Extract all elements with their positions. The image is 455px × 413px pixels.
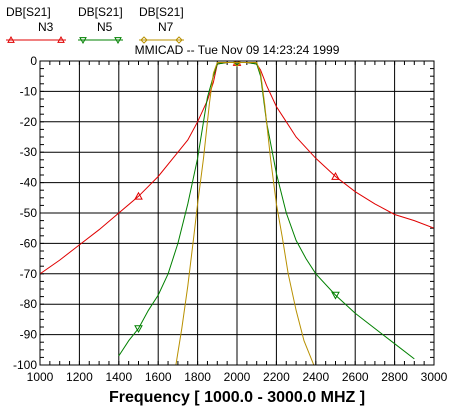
- x-tick-label: 2400: [302, 370, 329, 384]
- chart-subtitle: MMICAD -- Tue Nov 09 14:23:24 1999: [135, 43, 340, 57]
- legend-name-n3: N3: [38, 20, 54, 34]
- y-tick-label: -90: [20, 328, 38, 342]
- y-tick-label: -60: [20, 236, 38, 250]
- legend-swatch-marker-n3: [7, 35, 15, 43]
- x-tick-label: 1400: [105, 370, 132, 384]
- x-tick-label: 1800: [184, 370, 211, 384]
- y-tick-label: -30: [20, 145, 38, 159]
- x-tick-label: 2600: [342, 370, 369, 384]
- x-tick-label: 1000: [27, 370, 54, 384]
- y-tick-label: 0: [30, 54, 37, 68]
- legend-swatch-marker-n3: [57, 35, 65, 43]
- legend-name-n5: N5: [97, 20, 113, 34]
- series-marker-n3: [331, 171, 340, 180]
- legend-swatch-marker-n5: [79, 37, 87, 45]
- y-tick-label: -50: [20, 206, 38, 220]
- legend-name-n7: N7: [158, 20, 174, 34]
- x-tick-label: 2200: [263, 370, 290, 384]
- legend-header-2: DB[S21]: [78, 5, 123, 19]
- legend-swatch-marker-n7: [175, 36, 183, 44]
- y-tick-label: -100: [13, 358, 37, 372]
- legend-header-1: DB[S21]: [6, 5, 51, 19]
- y-tick-label: -20: [20, 115, 38, 129]
- y-tick-label: -40: [20, 176, 38, 190]
- series-line-n7: [175, 62, 315, 365]
- x-tick-label: 3000: [421, 370, 448, 384]
- legend-header-3: DB[S21]: [139, 5, 184, 19]
- x-axis-title: Frequency [ 1000.0 - 3000.0 MHZ ]: [109, 389, 365, 406]
- legend-swatch-marker-n5: [114, 37, 122, 45]
- legend-swatch-marker-n7: [140, 36, 148, 44]
- plot-frame: [39, 60, 435, 366]
- grid: [39, 60, 435, 366]
- x-tick-label: 1200: [66, 370, 93, 384]
- series-marker-n3: [134, 191, 143, 200]
- series-lines: [40, 61, 434, 365]
- y-tick-label: -70: [20, 267, 38, 281]
- axis-ticks: 1000 1200 1400 1600 1800 2000 2200 2400 2600 2800…: [13, 54, 448, 384]
- series-marker-n5: [134, 325, 143, 334]
- y-tick-label: -10: [20, 84, 38, 98]
- series-marker-n5: [331, 291, 340, 300]
- y-tick-label: -80: [20, 297, 38, 311]
- x-tick-label: 1600: [145, 370, 172, 384]
- x-tick-label: 2800: [381, 370, 408, 384]
- series-line-n5: [118, 62, 415, 360]
- x-tick-label: 2000: [224, 370, 251, 384]
- legend-swatches: [6, 35, 184, 45]
